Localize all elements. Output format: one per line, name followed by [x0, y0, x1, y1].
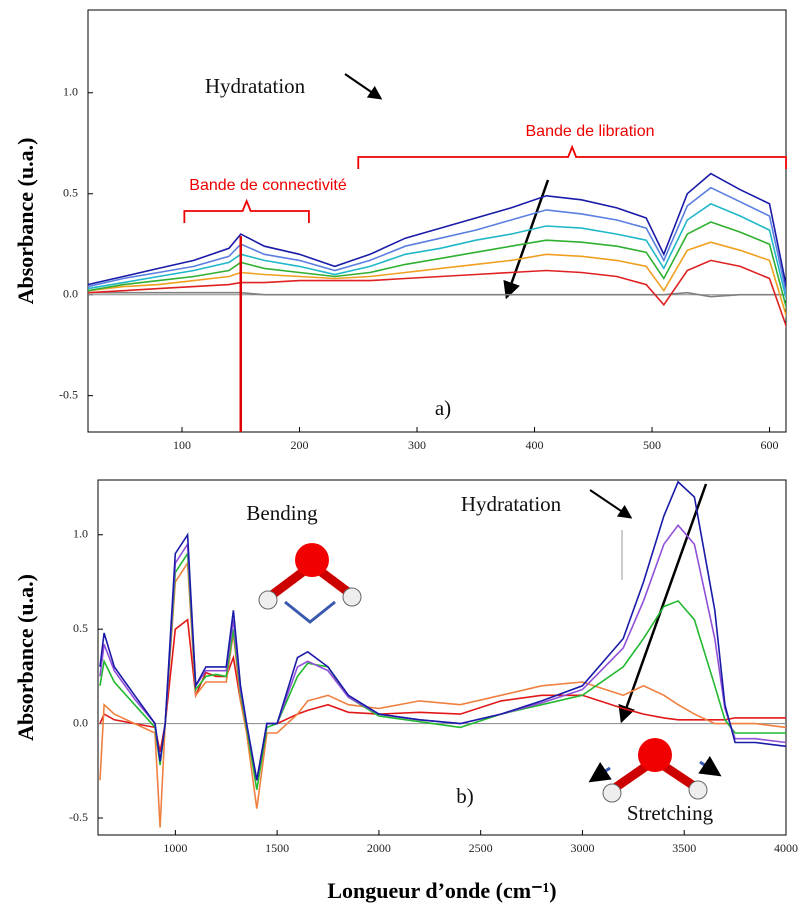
x-tick-label: 2000 — [367, 841, 391, 855]
y-tick-label: 0.5 — [63, 185, 78, 199]
y-axis-label: Absorbance (u.a.) — [13, 138, 38, 305]
y-tick-label: 0.5 — [73, 621, 88, 635]
arrow — [589, 489, 633, 519]
annotation: Hydratation — [205, 74, 306, 98]
x-tick-label: 100 — [173, 438, 191, 452]
y-tick-label: 0.0 — [73, 715, 88, 729]
plot-area — [88, 172, 786, 328]
x-tick-label: 1500 — [265, 841, 289, 855]
spectrum-line — [88, 259, 786, 328]
y-tick-label: 0.0 — [63, 286, 78, 300]
y-tick-label: 1.0 — [63, 85, 78, 99]
annotation: b) — [456, 784, 474, 808]
y-tick-label: 1.0 — [73, 527, 88, 541]
x-tick-label: 3000 — [570, 841, 594, 855]
annotation: Hydratation — [461, 492, 562, 516]
x-tick-label: 1000 — [163, 841, 187, 855]
spectrum-line — [88, 186, 786, 295]
plot-area — [98, 480, 786, 828]
bracket — [357, 144, 787, 169]
spectrum-line — [88, 291, 786, 298]
y-tick-label: -0.5 — [59, 387, 78, 401]
x-tick-label: 3500 — [672, 841, 696, 855]
x-tick-label: 300 — [408, 438, 426, 452]
annotation: Stretching — [627, 801, 714, 825]
y-tick-label: -0.5 — [69, 810, 88, 824]
spectrum-line — [88, 241, 786, 318]
x-tick-label: 200 — [291, 438, 309, 452]
spectrum-line — [88, 221, 786, 310]
spectrum-line — [99, 618, 786, 781]
plot-frame — [87, 9, 787, 433]
annotation: Bending — [246, 501, 318, 525]
stretching-molecule — [588, 738, 722, 803]
x-tick-label: 4000 — [774, 841, 798, 855]
arrow — [618, 483, 708, 724]
spectrum-line — [99, 560, 786, 828]
annotation: Bande de connectivité — [189, 177, 347, 194]
x-axis-label: Longueur d’onde (cm⁻¹) — [327, 878, 556, 903]
plot-frame — [97, 479, 787, 836]
bending-molecule — [258, 543, 362, 624]
x-tick-label: 400 — [526, 438, 544, 452]
y-axis-label: Absorbance (u.a.) — [13, 574, 38, 741]
x-tick-label: 2500 — [469, 841, 493, 855]
x-tick-label: 600 — [761, 438, 779, 452]
spectrum-line — [99, 524, 786, 781]
spectrum-line — [88, 202, 786, 302]
arrow — [344, 73, 383, 100]
annotation: a) — [435, 396, 451, 420]
annotation: Bande de libration — [526, 123, 655, 140]
arrow — [503, 179, 550, 300]
bracket — [183, 198, 310, 223]
spectrum-line — [99, 480, 786, 781]
x-tick-label: 500 — [643, 438, 661, 452]
spectrum-line — [88, 172, 786, 289]
